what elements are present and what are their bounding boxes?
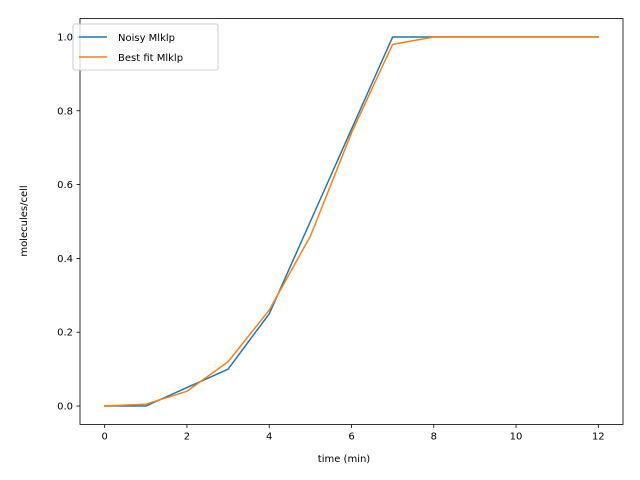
y-tick-label: 0.4 xyxy=(57,254,73,265)
series-line-0 xyxy=(103,36,600,407)
x-tick-label: 6 xyxy=(348,432,354,443)
x-tick-label: 8 xyxy=(431,432,437,443)
x-axis-label: time (min) xyxy=(318,454,371,465)
y-tick-label: 0.6 xyxy=(57,180,73,191)
legend-label-noisy: Noisy Mlklp xyxy=(118,33,175,44)
series-line-1 xyxy=(103,36,600,407)
y-axis-label: molecules/cell xyxy=(19,185,30,256)
y-tick-label: 0.0 xyxy=(57,402,73,413)
x-tick-label: 12 xyxy=(592,432,605,443)
y-axis-ticks: 0.0 0.2 0.4 0.6 0.8 1.0 xyxy=(57,32,80,413)
legend: Noisy Mlklp Best fit Mlklp xyxy=(72,23,219,71)
legend-label-bestfit: Best fit Mlklp xyxy=(118,53,183,64)
y-tick-label: 0.8 xyxy=(57,106,73,117)
x-tick-label: 4 xyxy=(266,432,272,443)
axes-frame xyxy=(79,18,624,425)
x-axis-ticks: 0 2 4 6 8 10 12 xyxy=(101,424,605,443)
x-tick-label: 0 xyxy=(101,432,107,443)
y-tick-label: 0.2 xyxy=(57,328,73,339)
x-tick-label: 10 xyxy=(510,432,523,443)
legend-box xyxy=(72,23,219,71)
series-layer xyxy=(103,36,600,407)
x-tick-label: 2 xyxy=(184,432,190,443)
y-tick-label: 1.0 xyxy=(57,32,73,43)
